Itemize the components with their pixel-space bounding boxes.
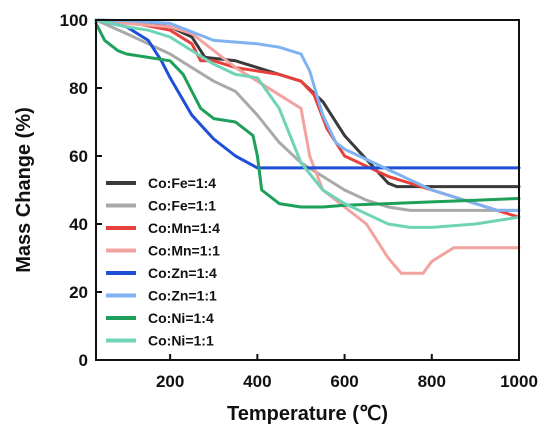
y-tick-label: 40 bbox=[69, 215, 88, 234]
series-line-4 bbox=[94, 18, 521, 275]
plot-lines bbox=[94, 18, 521, 275]
legend: Co:Fe=1:4 Co:Fe=1:1 Co:Mn=1:4 Co:Mn=1:1 Co:Z… bbox=[106, 175, 220, 349]
legend-label: Co:Ni=1:4 bbox=[148, 310, 214, 326]
x-tick-label: 800 bbox=[418, 372, 446, 391]
y-tick-label: 60 bbox=[69, 147, 88, 166]
legend-label: Co:Ni=1:1 bbox=[148, 333, 214, 349]
y-axis-title: Mass Change (%) bbox=[13, 107, 35, 273]
x-tick-label: 400 bbox=[243, 372, 271, 391]
x-tick-label: 600 bbox=[330, 372, 358, 391]
series-line-5 bbox=[94, 18, 521, 170]
legend-label: Co:Zn=1:1 bbox=[148, 288, 217, 304]
ticks: 200 400 600 800 1000 0 20 40 60 80 100 bbox=[60, 11, 538, 391]
legend-label: Co:Fe=1:1 bbox=[148, 198, 216, 214]
y-tick-label: 20 bbox=[69, 283, 88, 302]
x-axis-title: Temperature (℃) bbox=[227, 403, 388, 425]
plot-frame bbox=[95, 19, 520, 361]
series-line-3 bbox=[94, 18, 521, 219]
x-tick-label: 1000 bbox=[500, 372, 538, 391]
legend-label: Co:Mn=1:1 bbox=[148, 243, 220, 259]
legend-label: Co:Fe=1:4 bbox=[148, 175, 216, 191]
y-tick-label: 0 bbox=[79, 351, 88, 370]
y-tick-label: 100 bbox=[60, 11, 88, 30]
legend-label: Co:Zn=1:4 bbox=[148, 265, 217, 281]
series-line-1 bbox=[94, 18, 521, 189]
x-tick-label: 200 bbox=[156, 372, 184, 391]
series-line-2 bbox=[94, 18, 521, 212]
series-line-8 bbox=[94, 18, 521, 229]
series-line-6 bbox=[94, 18, 521, 212]
legend-label: Co:Mn=1:4 bbox=[148, 220, 220, 236]
y-tick-label: 80 bbox=[69, 79, 88, 98]
series-line-7 bbox=[94, 21, 521, 209]
